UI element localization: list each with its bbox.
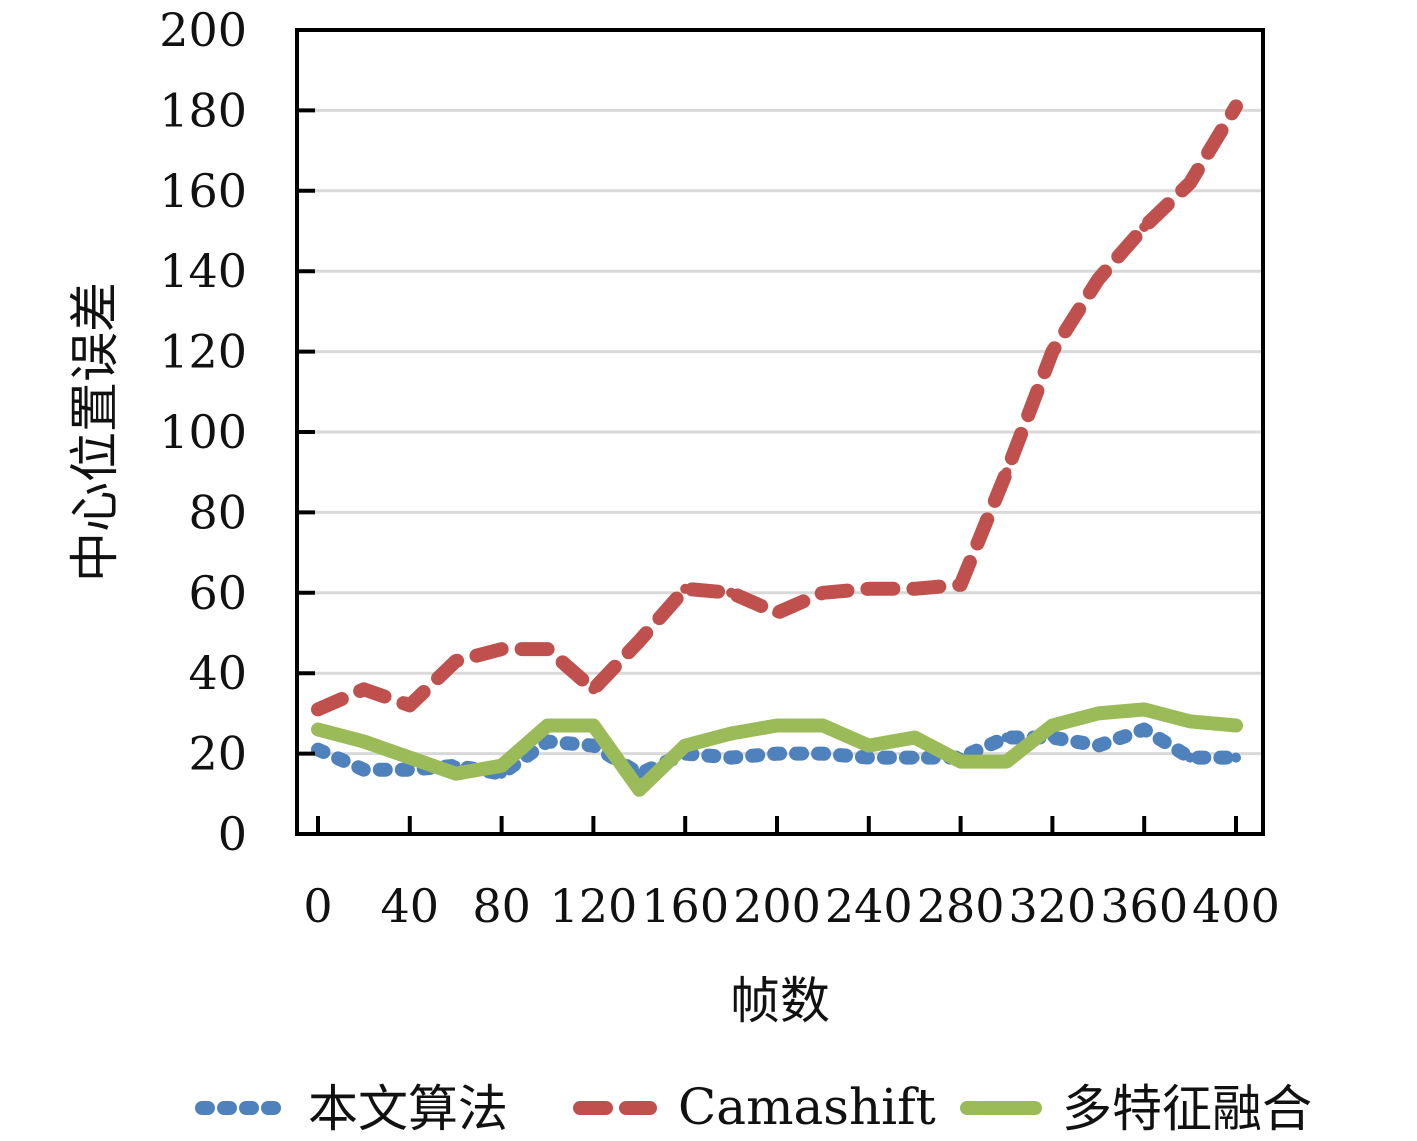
- series-1-point-16: [1047, 346, 1058, 357]
- series-1-point-1: [358, 684, 369, 695]
- series-2-point-2: [404, 752, 415, 763]
- series-0-point-18: [1139, 724, 1150, 735]
- series-0-point-0: [313, 744, 323, 755]
- series-0-point-15: [1001, 732, 1012, 743]
- series-2-point-16: [1047, 720, 1058, 731]
- series-1-point-6: [588, 684, 599, 695]
- x-tick-label-0: 0: [303, 879, 332, 933]
- legend-label-0: 本文算法: [308, 1080, 508, 1138]
- series-1-point-18: [1139, 221, 1150, 232]
- series-1-point-20: [1231, 101, 1241, 112]
- series-2-point-3: [450, 768, 461, 779]
- series-1-point-17: [1093, 274, 1104, 285]
- series-0-point-11: [817, 748, 828, 759]
- axes: [295, 28, 1265, 836]
- y-axis-title: 中心位置误差: [66, 282, 124, 582]
- legend-label-2: 多特征融合: [1062, 1080, 1312, 1138]
- y-tick-label-0: 0: [218, 807, 247, 861]
- series-0-point-20: [1231, 752, 1241, 763]
- series-1-point-9: [726, 587, 737, 598]
- x-tick-label-7: 280: [917, 879, 1005, 933]
- x-tick-label-2: 80: [472, 879, 531, 933]
- series-2-point-18: [1139, 704, 1150, 715]
- series-0-point-17: [1093, 740, 1104, 751]
- series-0-point-10: [772, 748, 782, 759]
- series-2-point-12: [863, 740, 874, 751]
- series-1-point-14: [955, 579, 966, 590]
- series-0-point-6: [588, 740, 599, 751]
- series-2-point-17: [1093, 708, 1104, 719]
- x-tick-label-5: 200: [733, 879, 821, 933]
- series-1-point-8: [680, 583, 691, 594]
- y-tick-label-2: 40: [188, 646, 247, 700]
- series-0-point-9: [726, 752, 737, 763]
- x-tick-label-9: 360: [1100, 879, 1188, 933]
- y-tick-label-10: 200: [159, 3, 247, 57]
- series-2-point-11: [817, 720, 828, 731]
- legend: 本文算法 Camashift 多特征融合: [195, 1078, 1312, 1138]
- series-2-point-4: [496, 760, 507, 771]
- series-2-point-0: [313, 724, 323, 735]
- x-tick-labels: 0 40 80 120 160 200 240 280 320 360 400: [303, 879, 1280, 933]
- series-2-point-5: [542, 720, 553, 731]
- series-2-point-6: [588, 720, 599, 731]
- series-layer: [311, 99, 1243, 797]
- y-tick-label-4: 80: [188, 485, 247, 539]
- x-tick-label-8: 320: [1008, 879, 1096, 933]
- series-1-point-15: [1001, 467, 1012, 478]
- series-0-point-5: [542, 736, 553, 747]
- series-2-point-9: [726, 728, 737, 739]
- series-1-point-13: [909, 583, 920, 594]
- series-1-point-10: [772, 607, 782, 618]
- series-1-point-3: [450, 656, 461, 667]
- y-tick-label-7: 140: [159, 244, 247, 298]
- legend-label-1: Camashift: [678, 1078, 936, 1136]
- x-tick-label-6: 240: [825, 879, 913, 933]
- series-0-point-13: [909, 752, 920, 763]
- legend-item-2: 多特征融合: [960, 1080, 1312, 1138]
- series-0-point-12: [863, 752, 874, 763]
- series-2-point-10: [772, 720, 782, 731]
- series-0-point-1: [358, 764, 369, 775]
- x-tick-label-10: 400: [1192, 879, 1280, 933]
- series-2-point-7: [634, 784, 645, 795]
- series-2-point-20: [1231, 720, 1241, 731]
- series-line-1: [311, 99, 1243, 717]
- series-1-point-4: [496, 644, 507, 655]
- y-tick-label-5: 100: [159, 405, 247, 459]
- x-tick-label-1: 40: [381, 879, 440, 933]
- series-1-point-7: [634, 636, 645, 647]
- series-1-point-19: [1185, 177, 1196, 188]
- series-1-point-5: [542, 644, 553, 655]
- series-1-point-0: [313, 704, 323, 715]
- x-axis-title: 帧数: [730, 972, 830, 1030]
- series-2-point-8: [680, 740, 691, 751]
- series-1: [311, 99, 1243, 717]
- legend-item-1: Camashift: [573, 1078, 936, 1136]
- series-2-point-13: [909, 732, 920, 743]
- series-0-point-19: [1185, 752, 1196, 763]
- y-tick-label-6: 120: [159, 325, 247, 379]
- grid-lines: [297, 108, 1263, 756]
- series-0-point-2: [404, 764, 415, 775]
- y-tick-label-1: 20: [188, 727, 247, 781]
- series-2-point-14: [955, 756, 966, 767]
- series-1-point-12: [863, 583, 874, 594]
- y-tick-labels: 0 20 40 60 80 100 120 140 160 180 200: [159, 3, 247, 861]
- y-tick-label-8: 160: [159, 164, 247, 218]
- legend-item-0: 本文算法: [195, 1080, 508, 1138]
- series-1-point-2: [404, 700, 415, 711]
- series-2: [311, 702, 1243, 797]
- series-2-point-1: [358, 736, 369, 747]
- y-tick-label-3: 60: [188, 566, 247, 620]
- series-2-point-19: [1185, 716, 1196, 727]
- x-tick-label-4: 160: [641, 879, 729, 933]
- x-tick-label-3: 120: [549, 879, 637, 933]
- y-tick-label-9: 180: [159, 83, 247, 137]
- series-2-point-15: [1001, 756, 1012, 767]
- series-1-point-11: [817, 587, 828, 598]
